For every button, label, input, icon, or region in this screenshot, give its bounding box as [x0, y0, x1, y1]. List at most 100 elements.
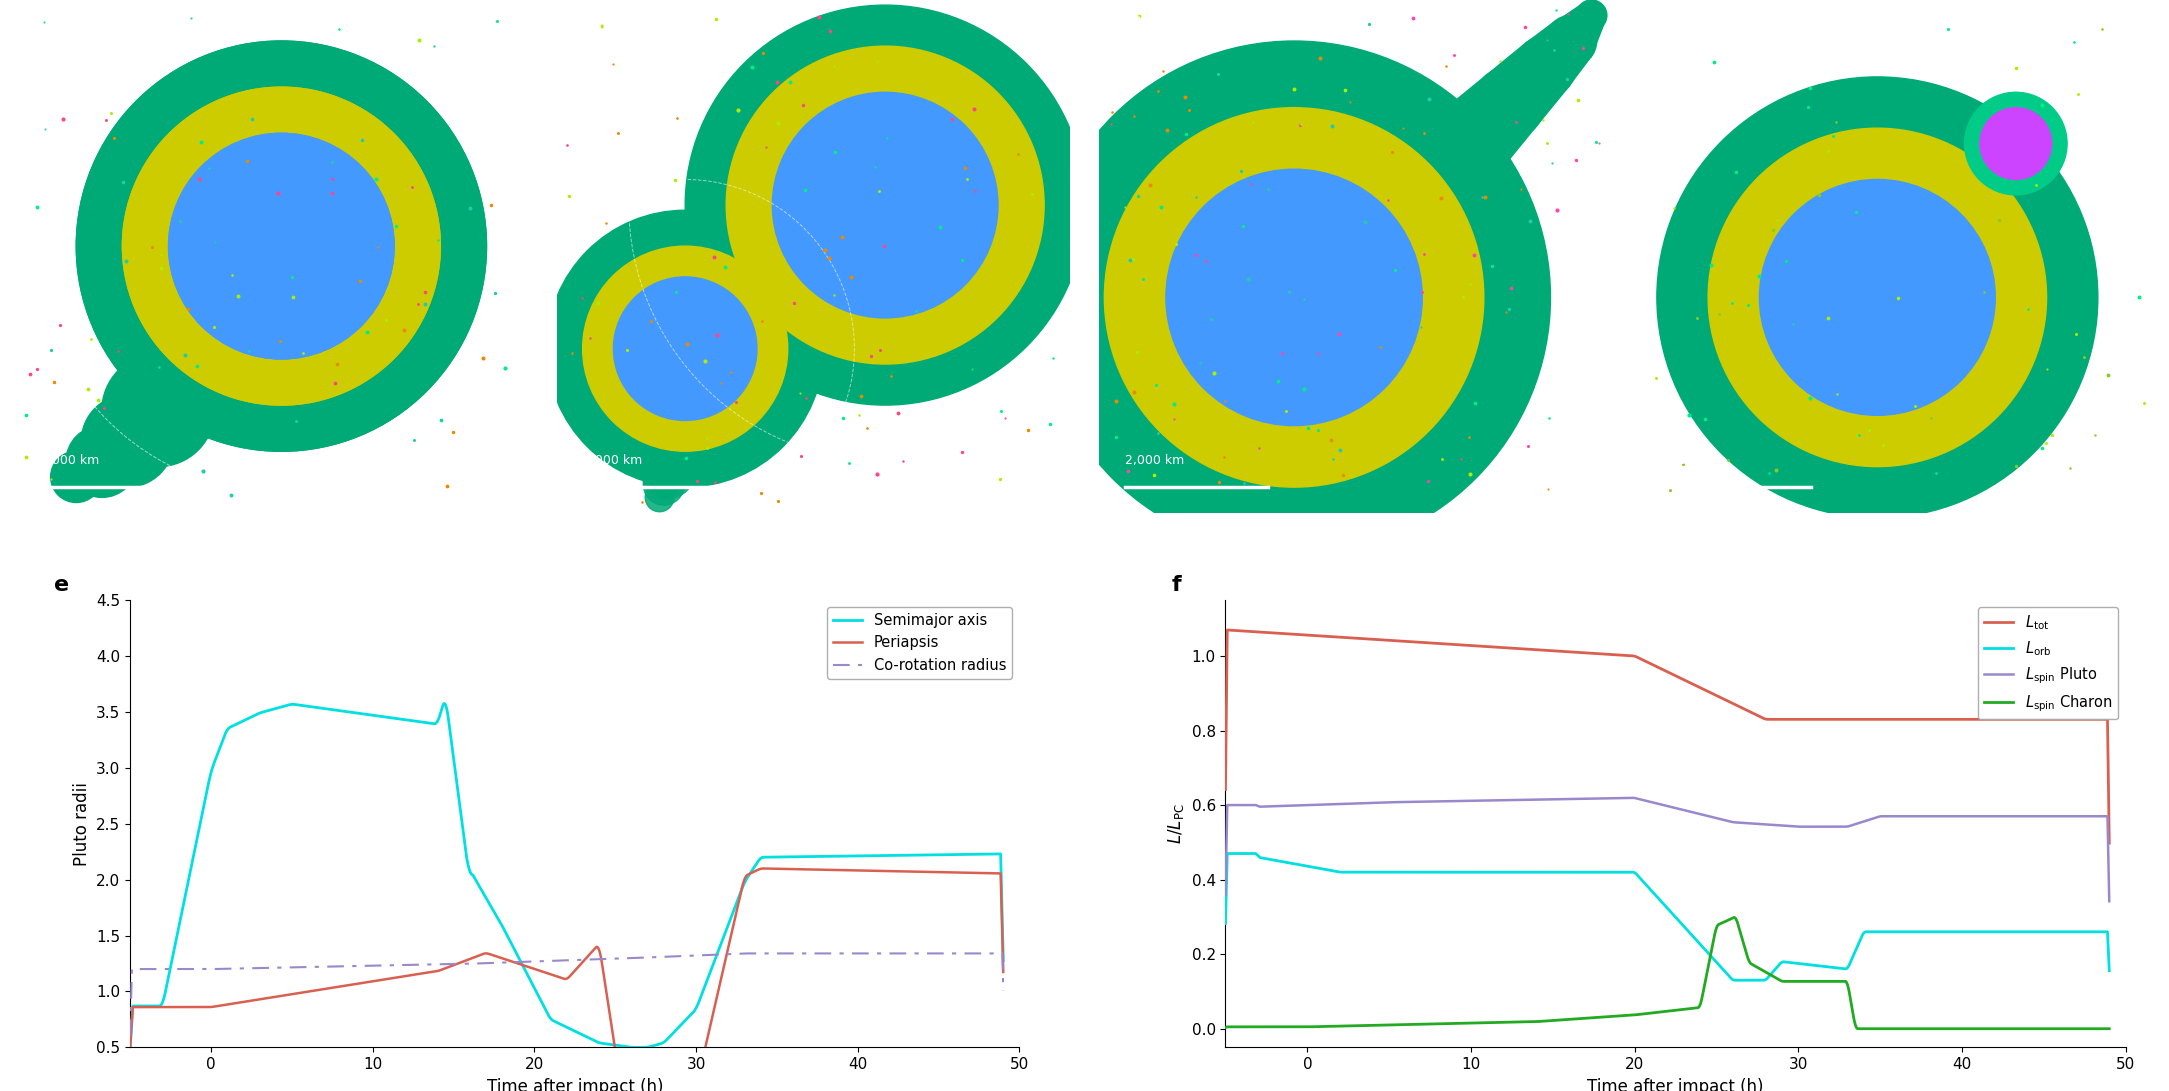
$L_{\rm spin}$ Charon	[1304, 1020, 1330, 1033]
Circle shape	[169, 133, 395, 359]
Semimajor axis	[991, 955, 1017, 968]
$L_{\rm spin}$ Pluto	[1902, 810, 1928, 823]
Periapsis	[991, 966, 1017, 979]
Text: 2,000 km: 2,000 km	[583, 454, 642, 467]
Co-rotation radius	[733, 947, 759, 960]
$L_{\rm orb}$	[2095, 964, 2121, 978]
$L_{\rm spin}$ Pluto	[1620, 791, 1646, 804]
$L_{\rm spin}$ Charon	[2095, 1022, 2121, 1035]
$L_{\rm spin}$ Charon	[1722, 911, 1748, 924]
Circle shape	[1156, 441, 1197, 482]
Circle shape	[1167, 169, 1423, 425]
Periapsis	[816, 863, 842, 876]
Co-rotation radius	[816, 947, 842, 960]
$L_{\rm tot}$	[1603, 648, 1629, 661]
Circle shape	[121, 87, 440, 405]
$L_{\rm orb}$	[1304, 862, 1330, 875]
Polygon shape	[1484, 45, 1568, 128]
Text: 2 h: 2 h	[577, 15, 605, 34]
Text: 2,000 km: 2,000 km	[1126, 454, 1184, 467]
X-axis label: Time after impact (h): Time after impact (h)	[486, 1078, 664, 1091]
$L_{\rm orb}$	[1822, 961, 1848, 974]
Circle shape	[633, 369, 737, 471]
Circle shape	[76, 41, 486, 452]
$L_{\rm spin}$ Charon	[1820, 975, 1846, 988]
$L_{\rm spin}$ Pluto	[2095, 895, 2121, 908]
Line: Periapsis: Periapsis	[130, 868, 1004, 1091]
Semimajor axis	[471, 888, 497, 901]
$L_{\rm tot}$	[1902, 712, 1928, 726]
$L_{\rm orb}$	[1904, 925, 1930, 938]
Semimajor axis	[503, 945, 529, 958]
Circle shape	[128, 302, 260, 435]
Circle shape	[1759, 179, 1995, 416]
Line: $L_{\rm orb}$: $L_{\rm orb}$	[1225, 853, 2108, 980]
Polygon shape	[742, 236, 824, 317]
Circle shape	[121, 87, 440, 405]
Line: $L_{\rm spin}$ Pluto: $L_{\rm spin}$ Pluto	[1225, 798, 2108, 901]
$L_{\rm tot}$	[1570, 646, 1596, 659]
Circle shape	[644, 464, 685, 505]
Circle shape	[640, 427, 705, 492]
Line: Semimajor axis: Semimajor axis	[130, 704, 1004, 1047]
Circle shape	[1104, 108, 1484, 487]
Circle shape	[76, 41, 486, 452]
$L_{\rm spin}$ Charon	[1212, 1021, 1238, 1034]
X-axis label: Time after impact (h): Time after impact (h)	[1588, 1078, 1763, 1091]
$L_{\rm orb}$	[1722, 973, 1748, 986]
Circle shape	[1980, 108, 2052, 179]
Polygon shape	[1349, 143, 1462, 261]
Text: 2,000 km: 2,000 km	[41, 454, 100, 467]
Circle shape	[583, 247, 787, 452]
$L_{\rm spin}$ Pluto	[1820, 820, 1846, 834]
Polygon shape	[1523, 23, 1590, 88]
Circle shape	[642, 445, 694, 499]
Text: 1 h: 1 h	[35, 15, 63, 34]
$L_{\rm tot}$	[1212, 783, 1238, 796]
Legend: $L_{\rm tot}$, $L_{\rm orb}$, $L_{\rm spin}$ Pluto, $L_{\rm spin}$ Charon: $L_{\rm tot}$, $L_{\rm orb}$, $L_{\rm sp…	[1978, 608, 2119, 719]
Circle shape	[1386, 133, 1479, 226]
Text: f: f	[1171, 575, 1180, 595]
Circle shape	[1544, 15, 1596, 67]
Circle shape	[614, 277, 757, 420]
$L_{\rm orb}$	[1603, 865, 1629, 878]
Text: 48 h: 48 h	[1661, 15, 1703, 34]
Circle shape	[1212, 328, 1295, 410]
Co-rotation radius	[117, 1030, 143, 1043]
Circle shape	[169, 133, 395, 359]
Circle shape	[772, 93, 998, 317]
$L_{\rm spin}$ Charon	[1920, 1022, 1946, 1035]
Co-rotation radius	[798, 947, 824, 960]
Circle shape	[1473, 67, 1544, 139]
$L_{\rm orb}$	[1212, 918, 1238, 931]
Periapsis	[501, 956, 527, 969]
Circle shape	[638, 407, 716, 485]
Y-axis label: Pluto radii: Pluto radii	[72, 782, 91, 865]
Circle shape	[685, 5, 1084, 405]
Circle shape	[1709, 128, 2048, 467]
Circle shape	[1037, 41, 1551, 554]
$L_{\rm spin}$ Charon	[1904, 1022, 1930, 1035]
Circle shape	[1577, 0, 1607, 31]
Co-rotation radius	[206, 962, 232, 975]
Semimajor axis	[206, 743, 232, 756]
Line: $L_{\rm tot}$: $L_{\rm tot}$	[1225, 630, 2108, 843]
Circle shape	[1965, 93, 2067, 195]
$L_{\rm tot}$	[1215, 623, 1241, 636]
Circle shape	[1514, 36, 1577, 97]
$L_{\rm spin}$ Pluto	[1570, 792, 1596, 805]
Circle shape	[547, 211, 824, 487]
Circle shape	[1657, 76, 2097, 518]
Periapsis	[800, 863, 826, 876]
$L_{\rm spin}$ Charon	[1570, 1012, 1596, 1026]
$L_{\rm spin}$ Pluto	[1212, 888, 1238, 901]
$L_{\rm spin}$ Charon	[1601, 1010, 1627, 1023]
Polygon shape	[1551, 5, 1603, 57]
$L_{\rm spin}$ Pluto	[1304, 799, 1330, 812]
$L_{\rm spin}$ Pluto	[1601, 792, 1627, 805]
Text: 2,000 km: 2,000 km	[1668, 454, 1727, 467]
$L_{\rm tot}$	[1820, 712, 1846, 726]
Periapsis	[718, 931, 744, 944]
Circle shape	[102, 353, 215, 467]
Text: e: e	[54, 575, 69, 595]
